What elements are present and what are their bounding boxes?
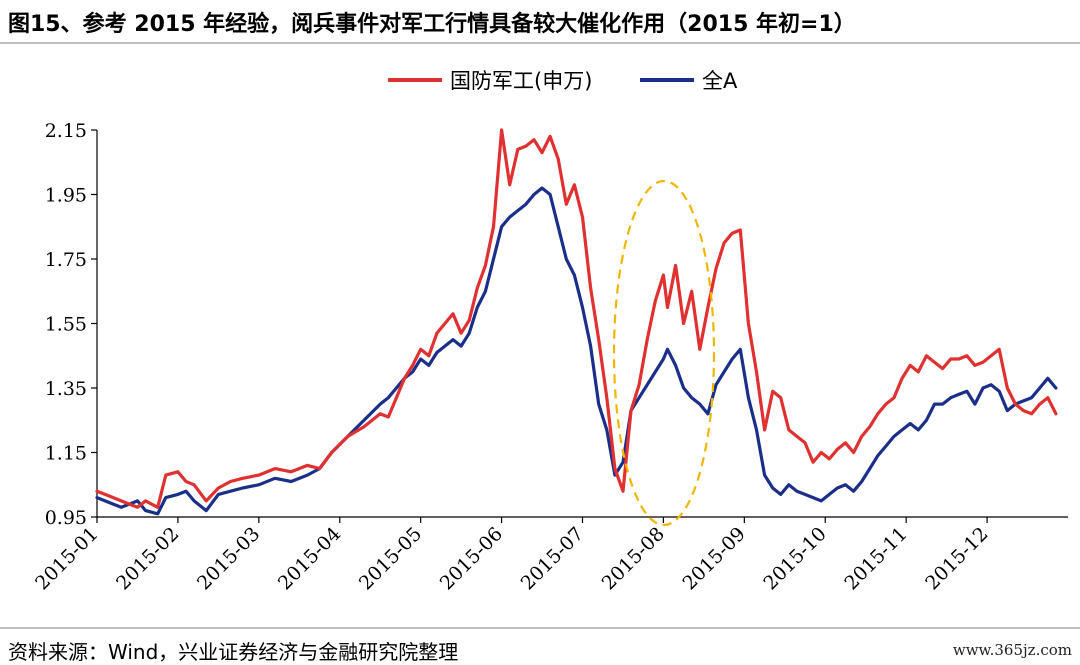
x-tick-label: 2015-11	[840, 523, 911, 594]
y-tick-label: 2.15	[45, 120, 87, 142]
y-tick-label: 1.95	[45, 185, 87, 207]
source-divider	[0, 627, 1080, 629]
y-tick-label: 1.55	[45, 314, 87, 336]
x-tick-label: 2015-10	[759, 523, 830, 594]
series-line-all-a	[95, 186, 1058, 516]
x-tick-label: 2015-02	[112, 523, 183, 594]
page-title: 图15、参考 2015 年经验，阅兵事件对军工行情具备较大催化作用（2015 年…	[8, 12, 856, 37]
x-axis: 2015-01 2015-02 2015-03 2015-04 2015-05 2015-…	[31, 516, 1068, 594]
x-tick-label: 2015-07	[517, 523, 588, 594]
series-layer	[95, 128, 1058, 516]
august-highlight-ellipse	[612, 179, 716, 527]
x-tick-label: 2015-08	[598, 523, 669, 594]
watermark: www.365jz.com	[952, 641, 1072, 659]
legend: 国防军工(申万) 全A	[388, 69, 738, 93]
title-divider	[0, 42, 1080, 44]
legend-all-a-label: 全A	[702, 69, 738, 93]
x-tick-label: 2015-09	[678, 523, 749, 594]
x-tick-label: 2015-12	[921, 523, 992, 594]
line-chart: 国防军工(申万) 全A 2.151.951.751.551.351.150.95 …	[31, 69, 1068, 594]
x-tick-label: 2015-01	[31, 523, 102, 594]
y-tick-label: 1.35	[45, 378, 87, 400]
source-note: 资料来源：Wind，兴业证券经济与金融研究院整理	[8, 640, 459, 664]
legend-defense-label: 国防军工(申万)	[450, 69, 592, 93]
x-tick-label: 2015-03	[193, 523, 264, 594]
y-tick-label: 0.95	[45, 507, 87, 529]
x-tick-label: 2015-04	[274, 523, 345, 594]
y-tick-label: 1.15	[45, 443, 87, 465]
y-tick-label: 1.75	[45, 249, 87, 271]
x-tick-label: 2015-06	[436, 523, 507, 594]
y-axis: 2.15 1.95 1.75 1.55 1.35 1.15 0.95	[45, 120, 98, 529]
series-line-defense	[95, 128, 1058, 509]
x-tick-label: 2015-05	[355, 523, 426, 594]
